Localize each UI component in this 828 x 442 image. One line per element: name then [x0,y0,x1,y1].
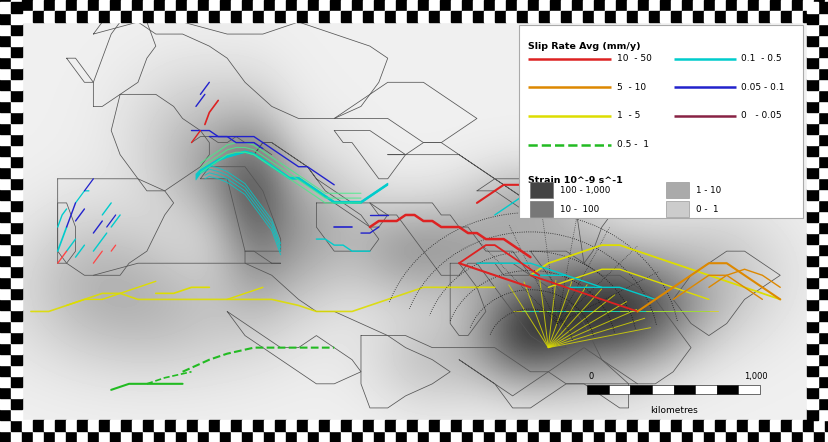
Text: 0 -  1: 0 - 1 [695,205,717,214]
Text: Slip Rate Avg (mm/y): Slip Rate Avg (mm/y) [527,42,640,51]
Bar [672,385,695,394]
Text: 0.05 - 0.1: 0.05 - 0.1 [740,83,783,92]
Text: 0   - 0.05: 0 - 0.05 [740,111,781,120]
Text: 5  - 10: 5 - 10 [616,83,645,92]
Bar [608,385,629,394]
Text: kilometres: kilometres [649,406,696,415]
Bar [665,202,688,217]
Bar [695,385,716,394]
Text: 10 -  100: 10 - 100 [559,205,599,214]
FancyBboxPatch shape [518,25,802,218]
Text: 1,000: 1,000 [744,373,767,381]
Bar [651,385,672,394]
Bar [716,385,738,394]
Bar [738,385,759,394]
Text: 0.1  - 0.5: 0.1 - 0.5 [740,54,781,63]
Bar [629,385,651,394]
Bar [665,183,688,198]
Text: 100 - 1,000: 100 - 1,000 [559,186,609,195]
Bar [529,183,553,198]
Text: 0.5 -  1: 0.5 - 1 [616,140,648,149]
Text: 10  - 50: 10 - 50 [616,54,651,63]
Text: 0: 0 [588,373,593,381]
Bar [529,202,553,217]
Text: Strain 10^-9 s^-1: Strain 10^-9 s^-1 [527,176,623,186]
Text: 1 - 10: 1 - 10 [695,186,720,195]
Bar [586,385,608,394]
Text: 1  - 5: 1 - 5 [616,111,640,120]
